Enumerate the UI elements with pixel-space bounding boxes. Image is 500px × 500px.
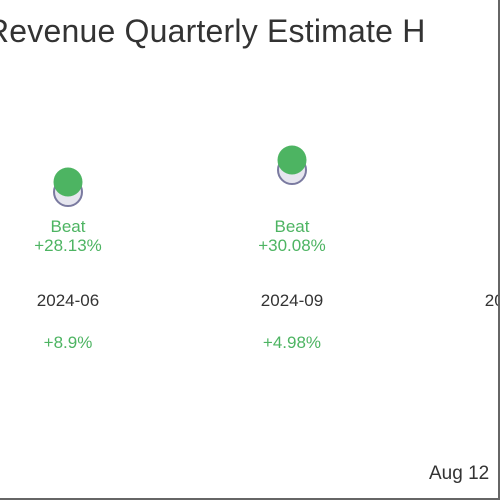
actual-point [277, 145, 307, 175]
surprise-label: +30.08% [258, 236, 326, 255]
surprise-label: +28.13% [34, 236, 102, 255]
result-label: Beat [275, 217, 310, 236]
report-date: Aug 12 [429, 463, 490, 484]
frame-bottom-border [0, 498, 500, 500]
actual-point [53, 167, 83, 197]
date-label: 2024-12 [485, 291, 500, 310]
yoy-change-label: +4.98% [263, 333, 321, 352]
date-label: 2024-06 [37, 291, 99, 310]
frame-right-border [498, 0, 500, 500]
result-label: Beat [51, 217, 86, 236]
yoy-change-label: +8.9% [44, 333, 93, 352]
chart-title: ) Revenue Quarterly Estimate H [0, 13, 426, 49]
date-label: 2024-09 [261, 291, 323, 310]
